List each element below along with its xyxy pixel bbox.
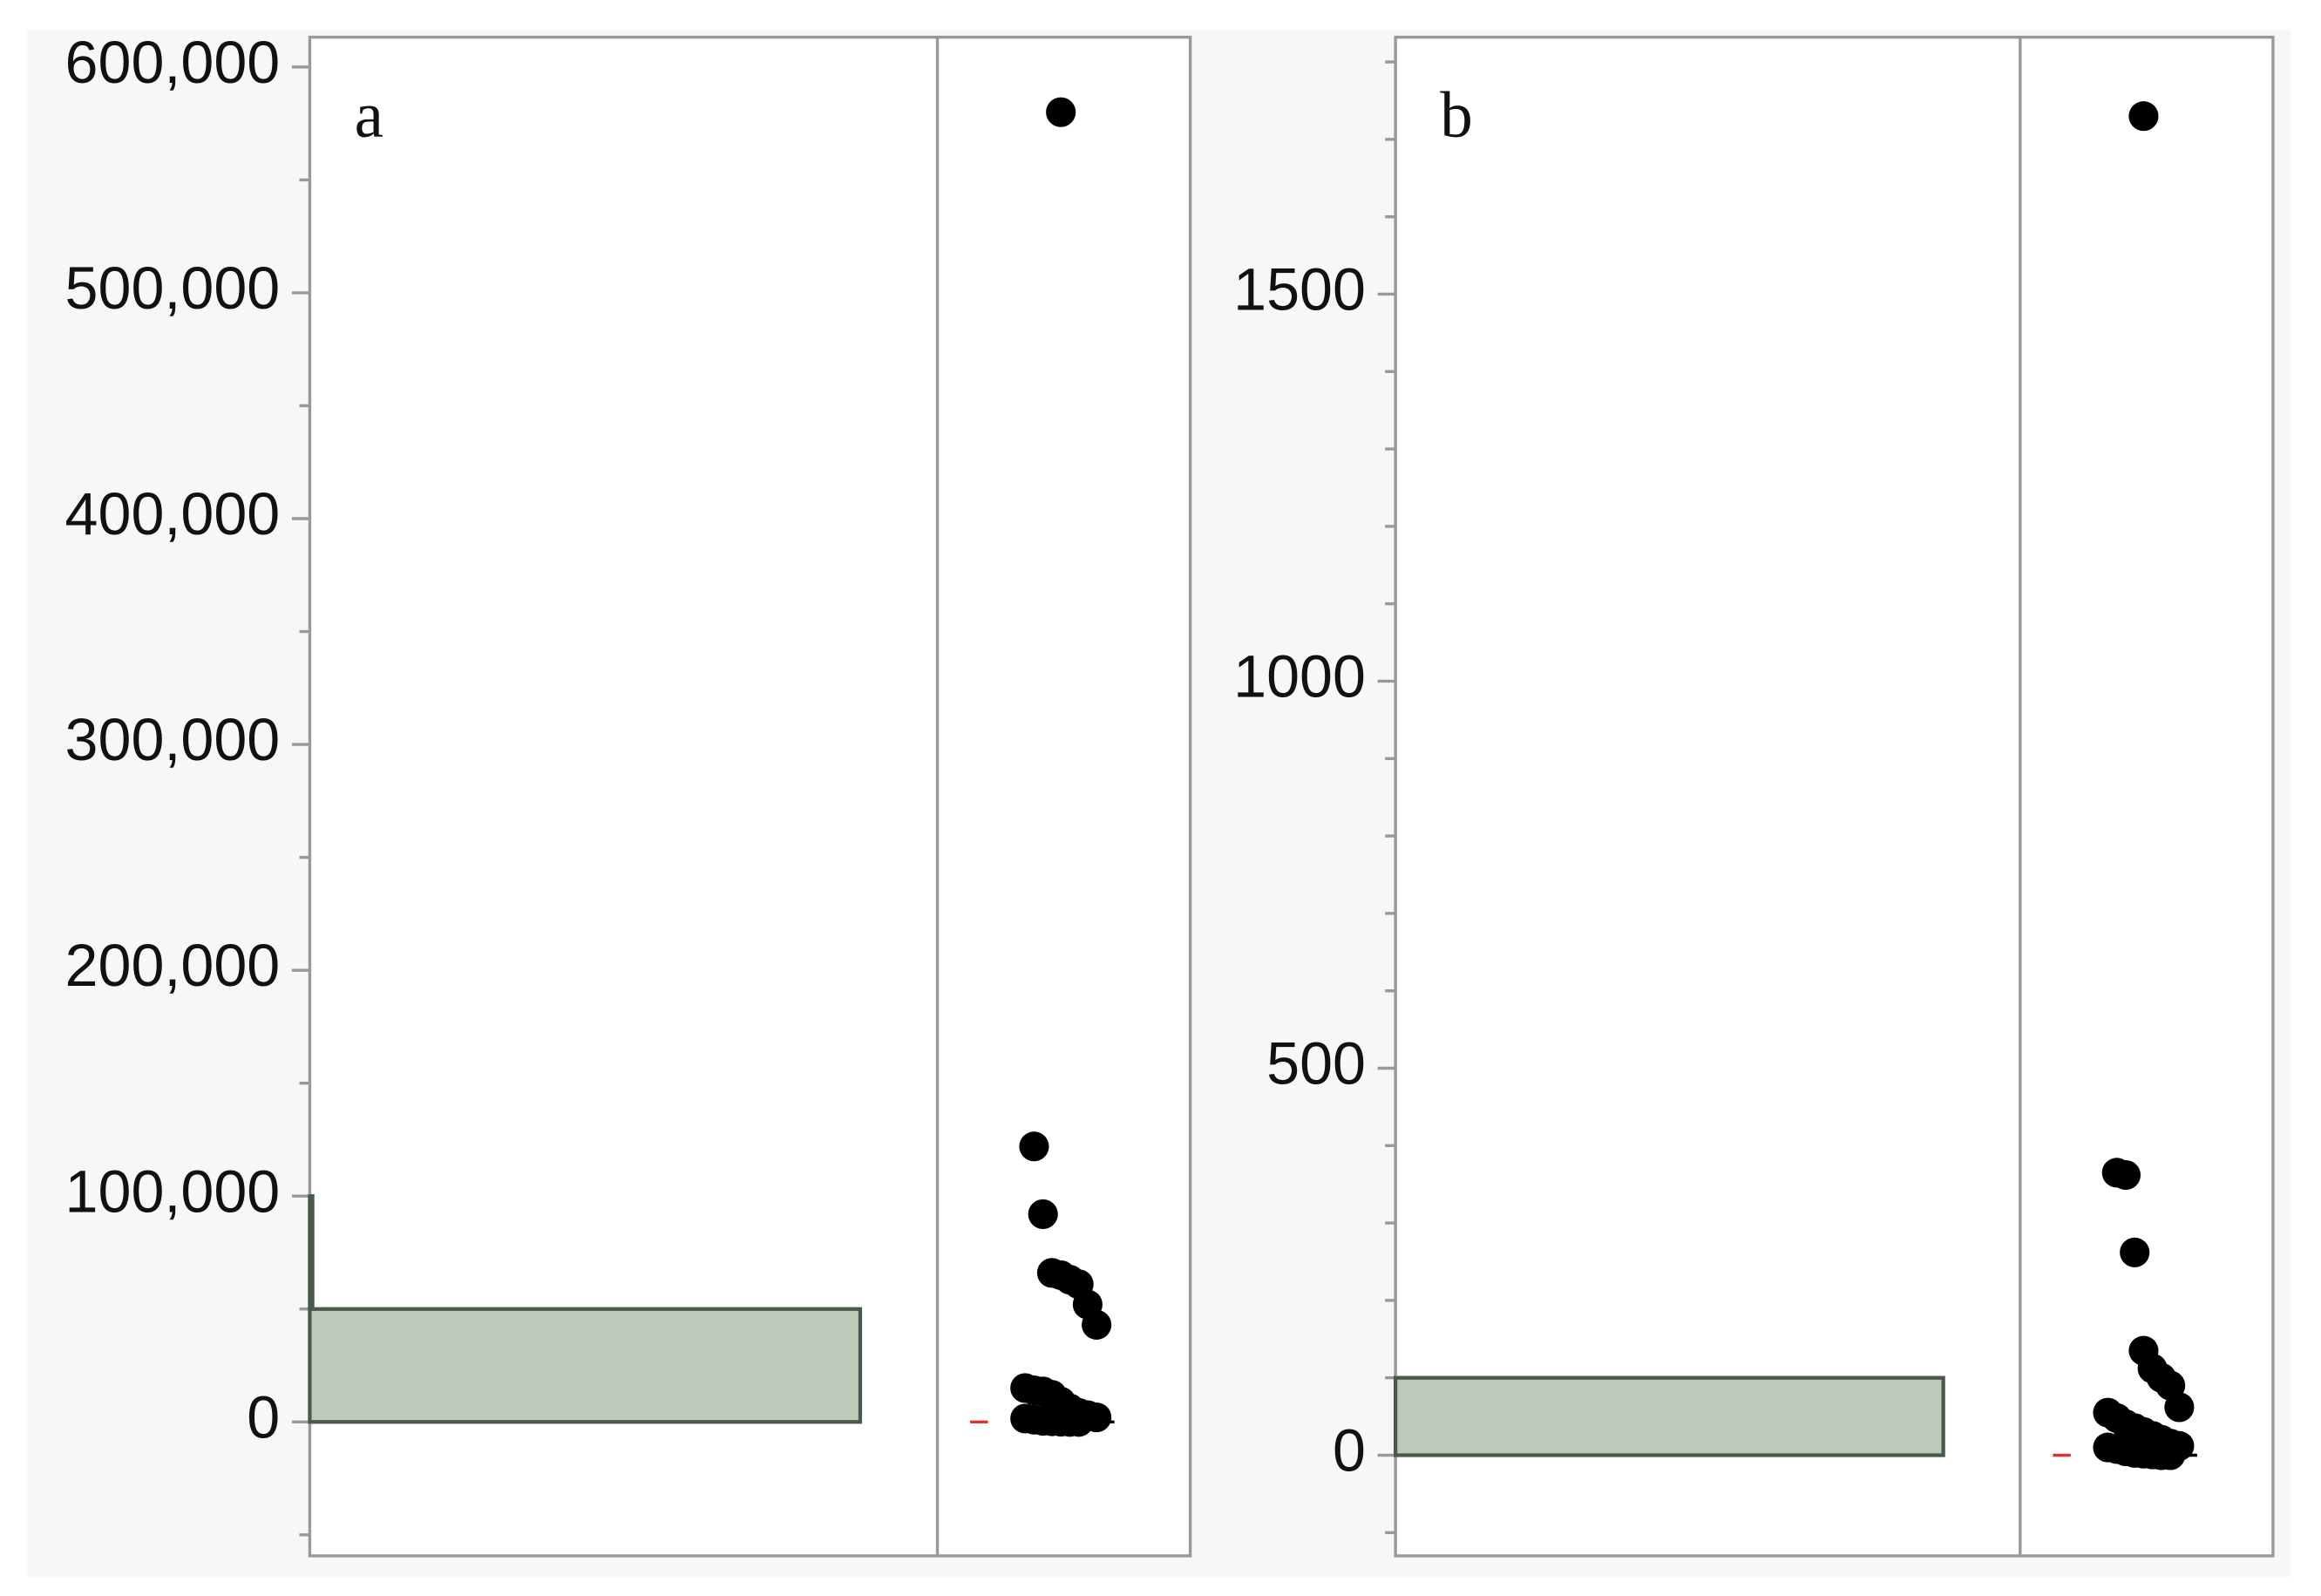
plot-frame (1394, 35, 2275, 1558)
bar (308, 1194, 315, 1311)
point (1046, 97, 1076, 127)
point (2164, 1392, 2195, 1423)
y-tick-label: 1500 (1233, 257, 1366, 323)
point (1028, 1199, 1058, 1230)
y-tick-label: 100,000 (65, 1158, 281, 1225)
point (1019, 1131, 1049, 1162)
y-tick-label: 600,000 (65, 30, 281, 96)
point (2120, 1237, 2150, 1267)
bar (1393, 1375, 1945, 1457)
point (2110, 1159, 2141, 1191)
y-tick-label: 200,000 (65, 933, 281, 999)
y-tick-label: 300,000 (65, 707, 281, 773)
y-tick-label: 500 (1266, 1031, 1366, 1097)
point (2128, 101, 2159, 132)
point (2155, 1440, 2186, 1470)
panel-label: a (355, 79, 383, 152)
plot-frame (308, 35, 1192, 1558)
panel-label: b (1440, 79, 1473, 152)
y-tick-label: 0 (1333, 1418, 1366, 1484)
point (1082, 1309, 1112, 1340)
y-tick-label: 0 (247, 1384, 280, 1450)
y-tick-label: 500,000 (65, 255, 281, 322)
y-tick-label: 1000 (1233, 644, 1366, 710)
bar (308, 1307, 863, 1424)
point (1063, 1407, 1094, 1437)
y-tick-label: 400,000 (65, 481, 281, 547)
